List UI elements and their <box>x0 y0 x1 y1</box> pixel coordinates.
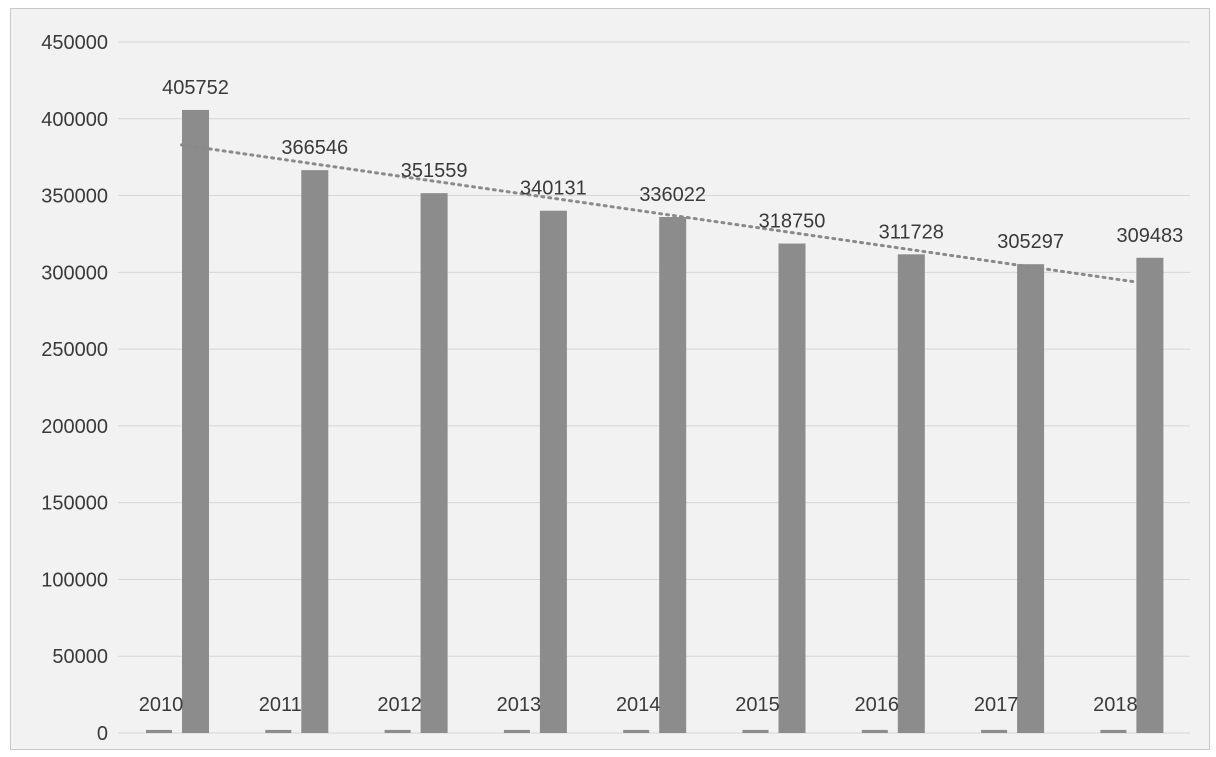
bar-series-2 <box>1017 264 1045 733</box>
category-label: 2018 <box>1093 694 1138 716</box>
y-tick-label: 50000 <box>52 646 108 668</box>
bar-series-2 <box>1136 257 1164 733</box>
trendline-line <box>180 143 1138 284</box>
bar-series-1 <box>981 729 1008 733</box>
bar-series-2 <box>301 170 329 733</box>
data-label: 366546 <box>281 137 348 159</box>
y-tick-label: 250000 <box>41 339 108 361</box>
y-tick-label: 350000 <box>41 186 108 208</box>
bar-series-1 <box>623 729 650 733</box>
bar-series-1 <box>861 729 888 733</box>
y-tick-label: 400000 <box>41 109 108 131</box>
trendline <box>180 143 1138 284</box>
bar-series-2 <box>778 243 806 733</box>
bars <box>146 109 1164 734</box>
data-label: 305297 <box>997 231 1064 253</box>
bar-series-2 <box>182 109 209 734</box>
category-label: 2011 <box>259 694 302 716</box>
category-label: 2013 <box>497 694 542 716</box>
data-label: 311728 <box>879 221 944 243</box>
data-label: 340131 <box>520 178 587 200</box>
gridlines <box>118 41 1190 734</box>
data-label: 336022 <box>639 184 706 206</box>
category-labels: 2010 2011 2012 2013 2014 2015 2016 2017 2018 <box>139 694 1138 716</box>
bar-series-1 <box>384 729 411 733</box>
bar-series-1 <box>265 729 292 733</box>
bar-series-2 <box>659 217 687 734</box>
y-tick-label: 300000 <box>41 262 108 284</box>
bar-series-1 <box>742 729 769 733</box>
y-tick-label: 0 <box>97 723 108 745</box>
data-label: 309483 <box>1117 225 1184 247</box>
data-label: 318750 <box>759 211 826 233</box>
bar-series-1 <box>1100 729 1127 733</box>
category-label: 2015 <box>735 694 780 716</box>
bar-series-2 <box>539 210 567 733</box>
y-tick-label: 100000 <box>41 569 108 591</box>
bar-series-1 <box>503 729 530 733</box>
category-label: 2012 <box>377 694 422 716</box>
chart-frame <box>10 8 1210 750</box>
category-label: 2010 <box>139 694 184 716</box>
y-axis-tick-labels: 0 50000 100000 150000 200000 250000 300000 3500… <box>41 32 108 745</box>
bar-series-2 <box>897 254 925 733</box>
y-tick-label: 150000 <box>41 493 108 515</box>
y-tick-label: 450000 <box>41 32 108 54</box>
category-label: 2014 <box>616 694 661 716</box>
y-tick-label: 200000 <box>41 416 108 438</box>
data-label: 351559 <box>401 160 468 182</box>
category-label: 2017 <box>974 694 1019 716</box>
category-label: 2016 <box>855 694 900 716</box>
data-labels: 405752 366546 351559 340131 336022 318750 3117… <box>162 77 1183 253</box>
data-label: 405752 <box>162 77 229 99</box>
bar-series-2 <box>420 193 448 733</box>
bar-series-1 <box>146 729 172 733</box>
